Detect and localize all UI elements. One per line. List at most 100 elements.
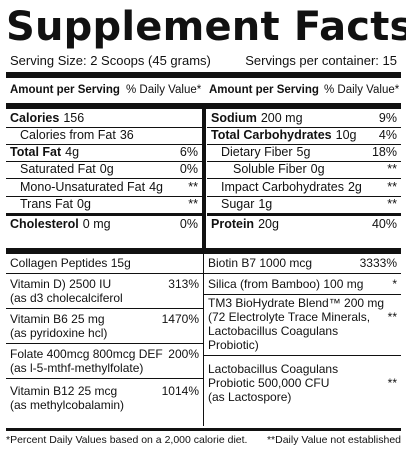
- panel-title: Supplement Facts: [6, 4, 406, 50]
- row-separator: [6, 343, 203, 344]
- nutrient-row-left: Mono-Unsaturated Fat 4g **: [20, 180, 198, 195]
- ingredient-line: Collagen Peptides 15g: [10, 256, 131, 270]
- row-separator: [207, 161, 401, 162]
- nutrient-row-left: Trans Fat 0g **: [20, 197, 198, 212]
- nutrient-daily-value: 4%: [378, 128, 397, 142]
- nutrient-amount: 36: [119, 128, 134, 142]
- nutrient-daily-value: 6%: [179, 145, 198, 159]
- ingredient-line: (as pyridoxine hcl): [10, 326, 108, 340]
- nutrient-row-left: Cholesterol 0 mg 0%: [10, 217, 198, 232]
- ingredient-daily-value: 1014%: [161, 384, 199, 398]
- nutrient-label: Calories: [10, 111, 60, 125]
- nutrient-row-left: Saturated Fat 0g 0%: [20, 162, 198, 177]
- ingredient-daily-value: **: [387, 310, 397, 324]
- nutrient-amount: 0 mg: [82, 217, 111, 231]
- ingredient-right: Lactobacillus Coagulans Probiotic 500,000…: [208, 362, 399, 404]
- ingredient-line: (as l-5-mthf-methylfolate): [10, 361, 144, 375]
- column-divider: [202, 103, 206, 251]
- ingredient-line: Folate 400mcg 800mcg DEF: [10, 347, 163, 361]
- ingredient-daily-value: 1470%: [161, 312, 199, 326]
- nutrient-name: Mono-Unsaturated Fat 4g: [20, 180, 163, 195]
- ingredient-left: Folate 400mcg 800mcg DEF (as l-5-mthf-met…: [10, 347, 201, 375]
- nutrient-row-right: Impact Carbohydrates 2g **: [221, 180, 397, 195]
- nutrient-daily-value: **: [387, 162, 397, 176]
- nutrient-daily-value: **: [188, 180, 198, 194]
- ingredient-daily-value: *: [392, 277, 397, 291]
- ingredient-line: Vitamin B6 25 mg: [10, 312, 105, 326]
- nutrient-name: Calories 156: [10, 111, 84, 126]
- nutrient-name: Dietary Fiber 5g: [221, 145, 310, 160]
- header-dv-right: % Daily Value*: [324, 84, 400, 96]
- nutrient-name: Soluble Fiber 0g: [233, 162, 325, 177]
- nutrient-label: Calories from Fat: [20, 128, 116, 142]
- ingredient-line: (72 Electrolyte Trace Minerals,: [208, 310, 371, 324]
- nutrient-row-right: Sugar 1g **: [221, 197, 397, 212]
- ingredient-line: Biotin B7 1000 mcg: [208, 256, 313, 270]
- nutrient-name: Total Carbohydrates 10g: [211, 128, 356, 143]
- nutrient-daily-value: **: [387, 180, 397, 194]
- nutrient-daily-value: 0%: [179, 162, 198, 176]
- nutrient-name: Saturated Fat 0g: [20, 162, 114, 177]
- ingredient-daily-value: 3333%: [359, 256, 397, 270]
- serving-size: Serving Size: 2 Scoops (45 grams): [10, 53, 211, 68]
- nutrient-amount: 0g: [310, 162, 325, 176]
- nutrient-amount: 0g: [99, 162, 114, 176]
- nutrient-name: Sodium 200 mg: [211, 111, 303, 126]
- rule-thick: [6, 72, 401, 78]
- row-separator: [6, 144, 202, 145]
- nutrient-row-right: Protein 20g 40%: [211, 217, 397, 232]
- column-divider: [203, 254, 204, 426]
- nutrient-row-left: Calories 156: [10, 111, 198, 126]
- nutrient-row-right: Soluble Fiber 0g **: [233, 162, 397, 177]
- ingredient-right: Biotin B7 1000 mcg 3333%: [208, 256, 399, 270]
- nutrient-row-right: Total Carbohydrates 10g 4%: [211, 128, 397, 143]
- header-amount-left: Amount per Serving: [10, 84, 120, 96]
- nutrient-name: Sugar 1g: [221, 197, 272, 212]
- ingredient-line: Probiotic): [208, 338, 259, 352]
- row-separator: [207, 144, 401, 145]
- nutrient-daily-value: 40%: [371, 217, 397, 231]
- nutrient-label: Cholesterol: [10, 217, 79, 231]
- ingredient-line: Vitamin B12 25 mcg: [10, 384, 118, 398]
- nutrient-daily-value: **: [387, 197, 397, 211]
- nutrient-name: Protein 20g: [211, 217, 279, 232]
- nutrient-amount: 1g: [258, 197, 273, 211]
- nutrient-daily-value: 9%: [378, 111, 397, 125]
- nutrient-amount: 200 mg: [260, 111, 303, 125]
- servings-per-container: Servings per container: 15: [245, 53, 397, 68]
- ingredient-left: Vitamin B6 25 mg (as pyridoxine hcl) 1470%: [10, 312, 201, 340]
- row-separator: [6, 308, 203, 309]
- ingredient-line: Lactobacillus Coagulans: [208, 324, 339, 338]
- nutrient-daily-value: **: [188, 197, 198, 211]
- ingredient-right: Silica (from Bamboo) 100 mg *: [208, 277, 399, 291]
- ingredient-left: Vitamin D) 2500 IU (as d3 cholecalciferol…: [10, 277, 201, 305]
- header-amount-right: Amount per Serving: [209, 84, 319, 96]
- nutrient-amount: 5g: [296, 145, 311, 159]
- nutrient-amount: 10g: [335, 128, 357, 142]
- nutrient-label: Sugar: [221, 197, 255, 211]
- nutrient-amount: 4g: [65, 145, 80, 159]
- ingredient-line: Vitamin D) 2500 IU: [10, 277, 112, 291]
- nutrient-label: Total Carbohydrates: [211, 128, 332, 142]
- nutrient-label: Soluble Fiber: [233, 162, 307, 176]
- nutrient-row-right: Sodium 200 mg 9%: [211, 111, 397, 126]
- row-separator: [204, 294, 401, 295]
- row-separator: [207, 196, 401, 197]
- ingredient-line: TM3 BioHydrate Blend™ 200 mg: [208, 296, 385, 310]
- nutrient-row-right: Dietary Fiber 5g 18%: [221, 145, 397, 160]
- nutrient-label: Dietary Fiber: [221, 145, 293, 159]
- nutrient-label: Mono-Unsaturated Fat: [20, 180, 146, 194]
- nutrient-row-left: Total Fat 4g 6%: [10, 145, 198, 160]
- serving-info: Serving Size: 2 Scoops (45 grams) Servin…: [10, 52, 397, 70]
- ingredient-daily-value: 200%: [168, 347, 199, 361]
- nutrient-amount: 156: [63, 111, 85, 125]
- row-separator: [6, 178, 202, 179]
- row-separator: [6, 378, 203, 379]
- nutrient-amount: 0g: [77, 197, 91, 211]
- nutrient-name: Calories from Fat 36: [20, 128, 134, 143]
- nutrient-label: Saturated Fat: [20, 162, 96, 176]
- row-separator: [207, 127, 401, 128]
- rule-thick: [6, 248, 401, 254]
- ingredient-line: (as d3 cholecalciferol: [10, 291, 123, 305]
- footnote-daily-values: *Percent Daily Values based on a 2,000 c…: [6, 434, 248, 446]
